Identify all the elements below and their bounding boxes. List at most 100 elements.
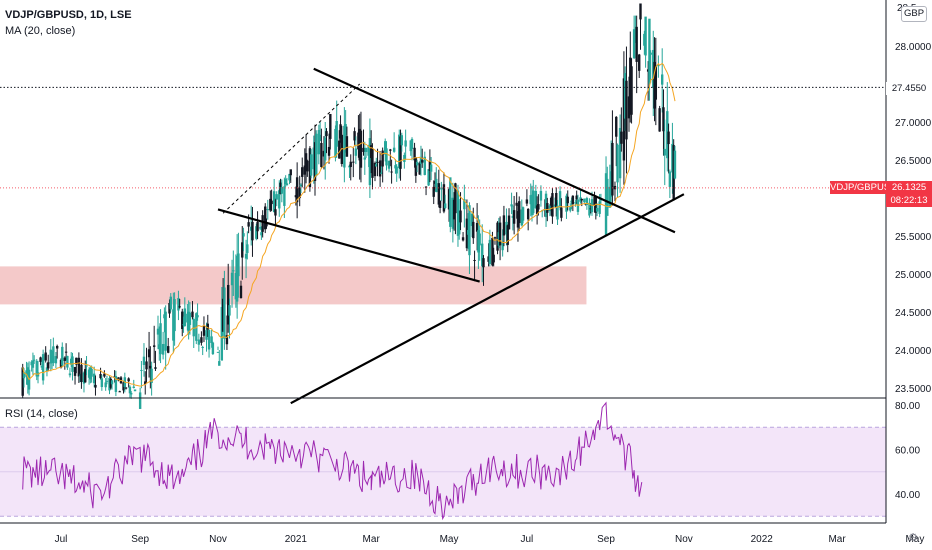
candle-body (317, 130, 321, 155)
time-tick-label: May (905, 534, 924, 545)
candle-body (309, 154, 313, 176)
candle-body (595, 207, 599, 212)
candle-body (301, 167, 304, 177)
candle-body (200, 337, 203, 343)
candle-body (510, 204, 513, 207)
candle-body (492, 254, 495, 263)
candle-body (338, 140, 341, 159)
symbol-title[interactable]: VDJP/GBPUSD, 1D, LSE (5, 9, 132, 21)
candle-body (315, 133, 318, 176)
candle-body (242, 233, 245, 237)
candle-body (49, 349, 52, 364)
candle-body (299, 184, 303, 187)
candle-body (667, 131, 670, 145)
rsi-tick-label: 80.00 (895, 401, 920, 412)
candle-body (265, 223, 268, 227)
candle-body (122, 382, 125, 391)
candle-body (415, 161, 419, 166)
candle-body (463, 199, 466, 210)
candle-body (404, 140, 407, 147)
candle-body (496, 222, 499, 251)
candle-body (648, 18, 651, 84)
countdown-tag: 08:22:13 (886, 194, 932, 207)
candle-body (529, 195, 532, 205)
candle-body (378, 160, 382, 177)
candle-body (526, 208, 530, 220)
rsi-legend[interactable]: RSI (14, close) (5, 408, 78, 420)
candle-body (548, 205, 552, 212)
candle-body (158, 344, 161, 350)
candle-body (77, 357, 81, 377)
candle-body (551, 193, 554, 217)
candle-body (288, 173, 291, 181)
candle-body (39, 357, 42, 362)
candle-body (225, 335, 229, 345)
rsi-band (0, 427, 886, 517)
currency-badge[interactable]: GBP (901, 6, 927, 22)
candle-body (387, 160, 391, 169)
candle-body (182, 324, 185, 326)
candle-body (89, 367, 92, 380)
candle-body (188, 312, 192, 325)
candle-body (295, 177, 299, 203)
candle-body (45, 367, 49, 372)
candle-body (589, 208, 592, 210)
candle-body (395, 166, 398, 174)
candle-body (35, 360, 38, 377)
candle-body (353, 131, 356, 141)
candle-body (539, 190, 543, 201)
candle-body (482, 258, 485, 268)
candle-body (197, 339, 201, 345)
candle-body (264, 206, 267, 230)
candle-body (22, 372, 26, 379)
candle-body (306, 160, 309, 172)
candle-body (428, 161, 432, 171)
candle-body (63, 357, 67, 361)
candle-body (654, 66, 658, 100)
candle-body (324, 137, 327, 161)
candle-body (105, 380, 109, 382)
candle-body (85, 365, 88, 367)
candle-body (394, 165, 397, 169)
candle-body (308, 148, 312, 188)
gear-icon[interactable]: ⚙ (908, 532, 918, 544)
support-zone (0, 266, 587, 305)
candle-body (210, 336, 213, 343)
candle-body (138, 392, 142, 409)
candle-body (608, 186, 612, 208)
candle-body (481, 243, 484, 267)
candle-body (466, 229, 470, 235)
ma-legend[interactable]: MA (20, close) (5, 25, 76, 37)
candle-body (59, 359, 63, 368)
candle-body (145, 361, 148, 370)
candle-body (340, 134, 344, 164)
candle-body (334, 128, 337, 158)
candle-body (50, 356, 54, 361)
candle-body (465, 218, 469, 249)
candle-body (606, 178, 609, 216)
candle-body (632, 29, 636, 59)
candle-body (583, 198, 586, 203)
candle-body (380, 172, 383, 174)
candle-body (211, 342, 215, 355)
candle-body (546, 203, 549, 213)
candle-body (521, 207, 525, 221)
candle-body (144, 381, 147, 385)
candle-body (196, 315, 199, 318)
candle-body (646, 69, 650, 72)
candle-body (604, 173, 608, 237)
candle-body (571, 195, 575, 205)
candle-body (384, 141, 387, 155)
candle-body (630, 66, 633, 115)
candle-body (502, 215, 506, 236)
candle-body (435, 178, 438, 193)
candle-body (183, 308, 187, 327)
candle-body (588, 202, 591, 216)
candle-body (461, 237, 465, 241)
candle-body (653, 61, 656, 109)
ma-line (22, 62, 676, 387)
candle-body (427, 169, 430, 186)
candle-body (535, 205, 539, 214)
candle-body (611, 142, 614, 196)
